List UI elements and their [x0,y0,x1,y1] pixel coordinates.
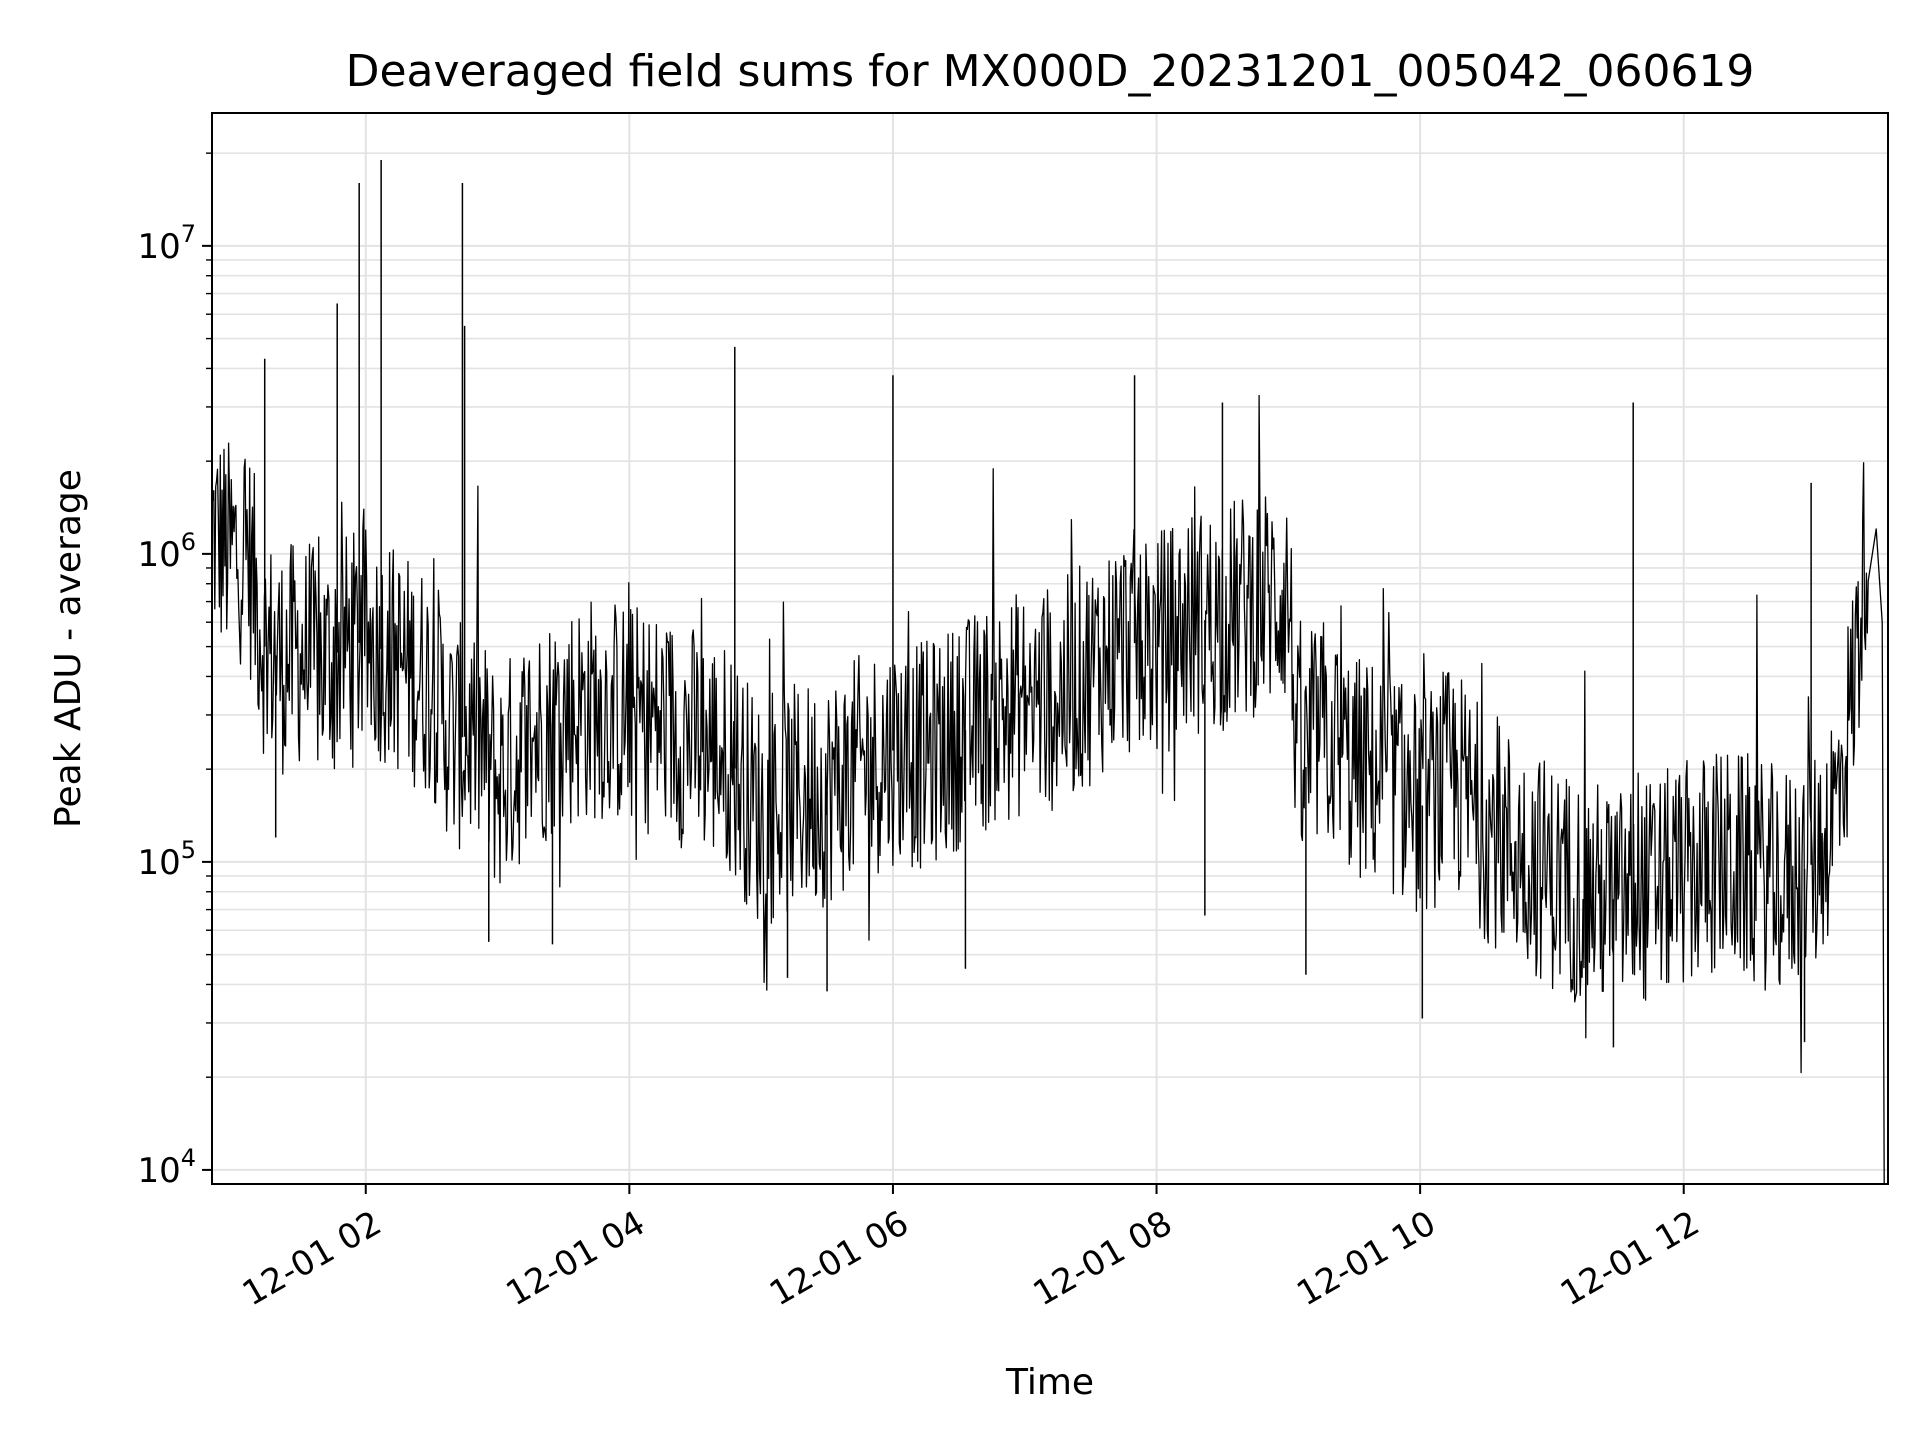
x-axis-label: Time [1005,1362,1094,1403]
tick-layer: 12-01 02 12-01 04 12-01 06 12-01 08 12-01 10… [137,152,1706,1314]
plot-frame [211,112,1889,1185]
y-tick-base: 10 [137,843,180,883]
x-tick-label: 12-01 04 [499,1203,651,1314]
x-tick-label: 12-01 08 [1027,1203,1179,1314]
y-tick-exponent: 4 [181,1144,196,1172]
y-tick-exponent: 7 [181,220,196,248]
y-tick-label: 104 [137,1144,196,1191]
y-tick-exponent: 5 [181,836,196,864]
x-tick-label: 12-01 06 [763,1203,915,1314]
y-tick-base: 10 [137,1151,180,1191]
x-tick-label: 12-01 12 [1554,1203,1706,1314]
y-tick-label: 107 [137,220,196,267]
x-tick-label: 12-01 10 [1290,1203,1442,1314]
y-tick-exponent: 6 [181,528,196,556]
y-tick-label: 106 [137,528,196,575]
chart-title: Deaveraged field sums for MX000D_2023120… [346,46,1755,97]
y-axis-label: Peak ADU - average [48,469,89,828]
y-tick-base: 10 [137,227,180,267]
y-tick-label: 105 [137,836,196,883]
x-tick-label: 12-01 02 [236,1203,388,1314]
plot-area [211,160,1885,1185]
y-tick-base: 10 [137,535,180,575]
